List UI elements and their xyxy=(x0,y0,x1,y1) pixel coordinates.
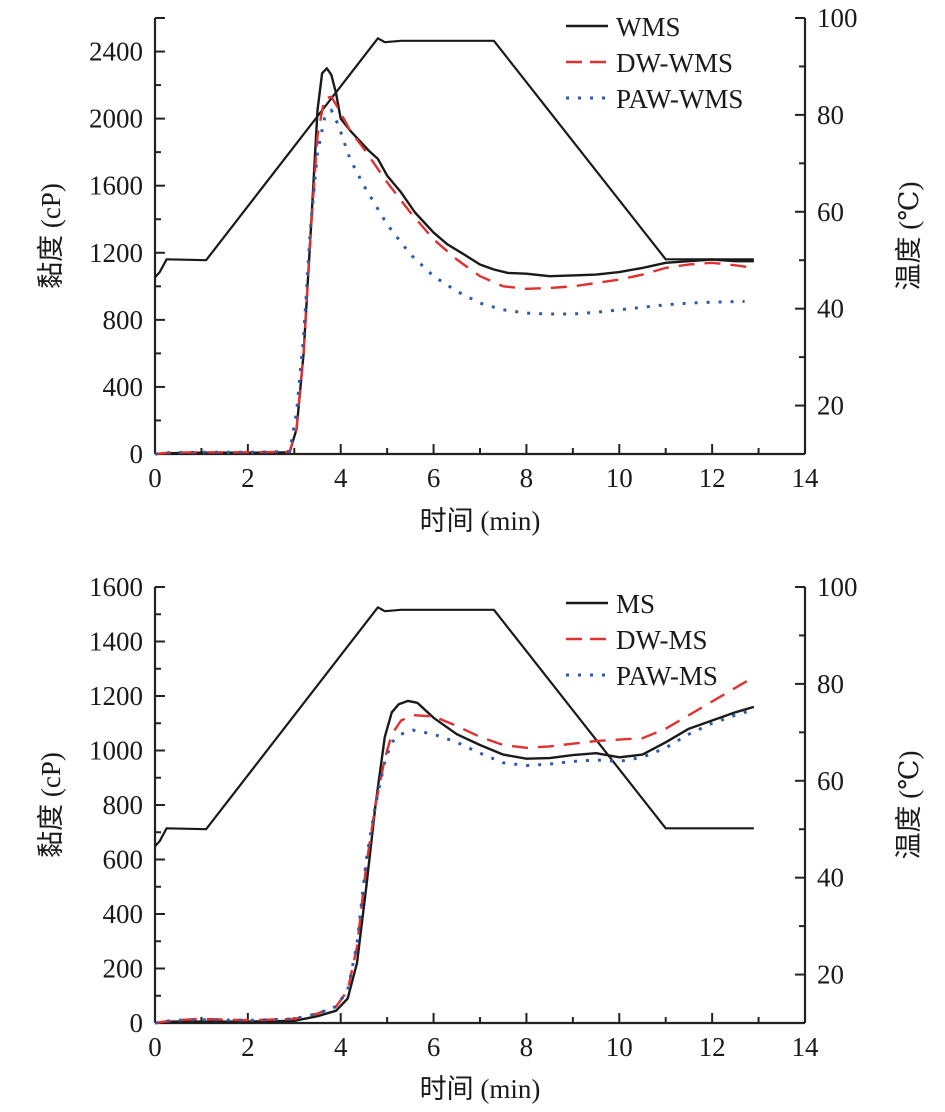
temperature-line xyxy=(154,606,754,847)
y2-tick-label: 20 xyxy=(817,960,844,990)
y-tick-label: 800 xyxy=(103,305,144,335)
legend-label: MS xyxy=(616,589,655,619)
y2-tick-label: 100 xyxy=(817,3,858,33)
y-tick-label: 1000 xyxy=(89,736,143,766)
y-tick-label: 600 xyxy=(103,845,144,875)
y-tick-label: 2400 xyxy=(89,37,143,67)
chart-top-wms: 黏度 (cP) 温度 (℃) 时间 (min) WMS DW-WMS PAW-WMS… xyxy=(36,3,924,536)
y2-tick-label: 40 xyxy=(817,294,844,324)
y-tick-label: 400 xyxy=(103,899,144,929)
y2-axis-title: 温度 (℃) xyxy=(894,751,924,860)
x-tick-label: 6 xyxy=(427,1032,441,1062)
y-tick-label: 0 xyxy=(130,1008,144,1038)
y-tick-label: 400 xyxy=(103,372,144,402)
y-tick-label: 1200 xyxy=(89,238,143,268)
x-tick-label: 8 xyxy=(520,1032,534,1062)
x-axis-title: 时间 (min) xyxy=(420,506,541,536)
series-line-wms xyxy=(154,67,754,456)
x-tick-label: 2 xyxy=(241,463,255,493)
y2-tick-label: 80 xyxy=(817,669,844,699)
x-tick-label: 10 xyxy=(606,463,633,493)
x-axis-title: 时间 (min) xyxy=(420,1074,541,1104)
legend-label: PAW-WMS xyxy=(616,84,743,114)
temperature-line xyxy=(154,37,754,278)
y-tick-label: 1400 xyxy=(89,627,143,657)
legend-label: DW-WMS xyxy=(616,48,733,78)
chart-bottom-ms: 黏度 (cP) 温度 (℃) 时间 (min) MS DW-MS PAW-MS 0 2… xyxy=(36,572,924,1104)
y-tick-label: 2000 xyxy=(89,104,143,134)
y2-tick-label: 100 xyxy=(817,572,858,602)
series-line-dw-wms xyxy=(154,95,755,456)
x-tick-label: 0 xyxy=(148,463,162,493)
y-tick-label: 1600 xyxy=(89,572,143,602)
series-line-paw-wms xyxy=(154,108,745,456)
x-tick-label: 12 xyxy=(699,1032,726,1062)
y2-tick-label: 40 xyxy=(817,863,844,893)
y-tick-label: 1200 xyxy=(89,681,143,711)
x-tick-label: 14 xyxy=(792,463,820,493)
legend: MS DW-MS PAW-MS xyxy=(566,589,718,691)
y-tick-label: 1600 xyxy=(89,171,143,201)
legend-label: WMS xyxy=(616,12,681,42)
y2-axis-title: 温度 (℃) xyxy=(894,182,924,291)
y-tick-label: 800 xyxy=(103,790,144,820)
y2-tick-label: 60 xyxy=(817,197,844,227)
legend: WMS DW-WMS PAW-WMS xyxy=(566,12,743,114)
legend-label: PAW-MS xyxy=(616,661,718,691)
x-tick-label: 10 xyxy=(606,1032,633,1062)
x-tick-label: 12 xyxy=(699,463,726,493)
x-tick-label: 4 xyxy=(334,1032,348,1062)
x-tick-label: 4 xyxy=(334,463,348,493)
y-tick-label: 200 xyxy=(103,954,144,984)
x-tick-label: 2 xyxy=(241,1032,255,1062)
y-axis-title: 黏度 (cP) xyxy=(36,752,66,858)
x-tick-label: 6 xyxy=(427,463,441,493)
y-axis-title: 黏度 (cP) xyxy=(36,183,66,289)
y2-tick-label: 20 xyxy=(817,391,844,421)
series-line-dw-ms xyxy=(154,678,750,1025)
legend-label: DW-MS xyxy=(616,625,708,655)
x-tick-label: 8 xyxy=(520,463,534,493)
series-line-paw-ms xyxy=(154,708,755,1025)
x-tick-label: 14 xyxy=(792,1032,820,1062)
y2-tick-label: 80 xyxy=(817,100,844,130)
x-tick-label: 0 xyxy=(148,1032,162,1062)
y-tick-label: 0 xyxy=(130,439,144,469)
y2-tick-label: 60 xyxy=(817,766,844,796)
series-line-ms xyxy=(154,699,755,1025)
